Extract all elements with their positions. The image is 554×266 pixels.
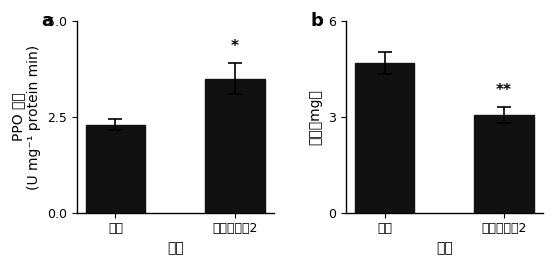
Text: a: a — [41, 12, 53, 30]
Bar — [355, 63, 414, 213]
Bar — [205, 79, 265, 213]
Text: *: * — [231, 39, 239, 54]
X-axis label: 处理: 处理 — [167, 241, 183, 255]
Bar — [474, 115, 534, 213]
Y-axis label: 体重（mg）: 体重（mg） — [309, 89, 322, 145]
X-axis label: 处理: 处理 — [436, 241, 453, 255]
Y-axis label: PPO 活性
(U mg⁻¹ protein min): PPO 活性 (U mg⁻¹ protein min) — [11, 44, 42, 190]
Bar — [85, 125, 145, 213]
Text: b: b — [310, 12, 323, 30]
Text: **: ** — [496, 83, 512, 98]
